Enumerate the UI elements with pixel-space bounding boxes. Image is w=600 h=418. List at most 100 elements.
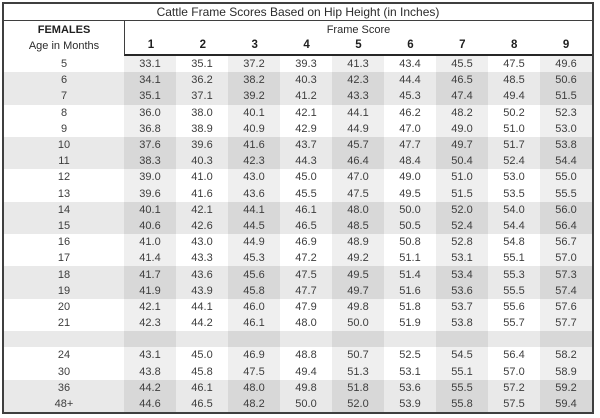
value-cell: 52.8 (436, 234, 488, 251)
frame-score-column-4: 4 (303, 39, 310, 51)
value-cell: 52.0 (332, 395, 384, 413)
value-cell: 46.5 (436, 72, 488, 89)
value-cell: 46.9 (228, 347, 280, 364)
age-cell: 5 (60, 58, 68, 71)
value-cell: 39.2 (228, 88, 280, 105)
frame-score-column-5: 5 (355, 39, 362, 51)
value-cell: 45.6 (228, 266, 280, 283)
value-cell: 46.2 (399, 106, 421, 119)
value-cell: 47.7 (399, 139, 421, 152)
age-cell: 11 (58, 155, 70, 168)
value-cell: 55.8 (436, 395, 488, 413)
value-cell: 54.5 (436, 347, 488, 364)
value-cell: 42.9 (295, 122, 317, 135)
value-cell: 48.5 (332, 217, 384, 235)
table-row-age-12: 12 39.0 41.0 43.0 45.0 47.0 49.0 51.0 53.0 55.0 (4, 169, 592, 186)
value-cell: 43.4 (399, 58, 421, 71)
value-cell (436, 331, 488, 348)
value-cell (124, 331, 176, 348)
value-cell: 50.4 (436, 153, 488, 170)
value-cell: 41.6 (228, 136, 280, 154)
value-cell: 58.9 (540, 363, 592, 380)
table-row-age-11: 11 38.3 40.3 42.3 44.3 46.4 48.4 50.4 52.4 54.4 (4, 153, 592, 170)
value-cell: 47.7 (295, 284, 317, 297)
value-cell: 46.5 (295, 219, 317, 232)
value-cell: 54.4 (540, 153, 592, 170)
value-cell: 44.6 (124, 395, 176, 413)
value-cell: 35.1 (124, 88, 176, 105)
value-cell: 36.2 (191, 74, 213, 87)
value-cell: 51.8 (332, 379, 384, 396)
value-cell: 52.0 (436, 201, 488, 218)
value-cell: 43.9 (191, 284, 213, 297)
value-cell: 50.0 (332, 315, 384, 332)
table-row-age-10: 10 37.6 39.6 41.6 43.7 45.7 47.7 49.7 51.7 53.8 (4, 136, 592, 154)
age-cell: 9 (60, 122, 68, 135)
value-cell: 49.6 (540, 56, 592, 73)
value-cell: 53.5 (503, 187, 525, 200)
age-in-months-label: Age in Months (28, 40, 100, 52)
age-cell: 14 (57, 203, 71, 216)
value-cell: 43.0 (228, 169, 280, 186)
value-cell: 49.5 (399, 187, 421, 200)
value-cell: 47.5 (295, 268, 317, 281)
age-cell (4, 331, 124, 347)
value-cell (332, 331, 384, 348)
value-cell: 41.9 (124, 282, 176, 299)
value-cell: 46.9 (295, 236, 317, 249)
age-cell: 19 (57, 284, 71, 297)
value-cell: 42.6 (191, 219, 213, 232)
females-label: FEMALES (37, 24, 91, 36)
value-cell: 56.4 (503, 349, 525, 362)
age-cell: 24 (57, 349, 71, 362)
age-column-header: FEMALES Age in Months (4, 21, 124, 56)
value-cell: 48.0 (295, 317, 317, 330)
value-cell: 34.1 (124, 72, 176, 89)
value-cell: 54.0 (503, 203, 525, 216)
age-cell: 30 (57, 365, 71, 378)
table-body: 5 33.1 35.1 37.2 39.3 41.3 43.4 45.5 47.5 49.6 6 34… (4, 56, 592, 413)
age-cell: 16 (57, 236, 71, 249)
value-cell: 49.2 (332, 250, 384, 267)
value-cell: 45.0 (191, 349, 213, 362)
value-cell: 43.1 (124, 347, 176, 364)
value-cell: 48.4 (399, 155, 421, 168)
value-cell: 51.7 (503, 139, 525, 152)
value-cell: 43.6 (228, 185, 280, 202)
value-cell: 43.3 (332, 88, 384, 105)
frame-score-column-2: 2 (199, 39, 207, 51)
age-cell: 10 (57, 139, 71, 152)
value-cell: 47.5 (503, 58, 525, 71)
value-cell: 44.2 (191, 317, 213, 330)
value-cell: 44.4 (399, 74, 421, 87)
frame-score-group-label: Frame Score (326, 24, 391, 36)
value-cell: 55.5 (503, 284, 525, 297)
value-cell: 40.3 (295, 74, 317, 87)
value-cell: 59.2 (540, 379, 592, 396)
value-cell: 42.1 (191, 203, 213, 216)
value-cell: 39.6 (191, 139, 213, 152)
value-cell: 49.4 (295, 365, 317, 378)
value-cell: 57.5 (503, 398, 525, 411)
value-cell: 46.5 (191, 398, 213, 411)
table-row-age-21: 21 42.3 44.2 46.1 48.0 50.0 51.9 53.8 55.7 57.7 (4, 315, 592, 332)
table-row-age-19: 19 41.9 43.9 45.8 47.7 49.7 51.6 53.6 55.5 57.4 (4, 282, 592, 299)
value-cell: 57.2 (503, 381, 525, 394)
value-cell: 55.7 (503, 317, 525, 330)
value-cell: 51.5 (436, 185, 488, 202)
age-cell: 12 (57, 171, 71, 184)
value-cell: 57.4 (540, 282, 592, 299)
value-cell: 50.5 (399, 219, 421, 232)
value-cell: 45.8 (228, 282, 280, 299)
value-cell: 50.7 (332, 347, 384, 364)
value-cell: 57.3 (540, 266, 592, 283)
value-cell: 53.1 (436, 250, 488, 267)
cattle-frame-score-table: Cattle Frame Scores Based on Hip Height … (2, 2, 594, 414)
age-cell: 36 (57, 381, 71, 394)
table-row-age-20: 20 42.1 44.1 46.0 47.9 49.8 51.8 53.7 55.6 57.6 (4, 298, 592, 315)
table-row-age-6: 6 34.1 36.2 38.2 40.3 42.3 44.4 46.5 48.5 50.6 (4, 72, 592, 89)
value-cell: 57.6 (540, 298, 592, 315)
value-cell: 56.7 (540, 234, 592, 251)
value-cell: 51.1 (399, 252, 421, 265)
value-cell: 46.4 (332, 153, 384, 170)
